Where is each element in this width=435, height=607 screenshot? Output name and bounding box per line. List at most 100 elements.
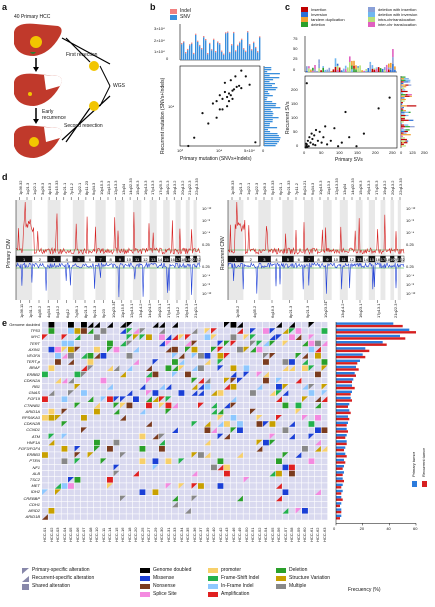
oncoplot-cell: [269, 427, 276, 433]
alteration-mark: [139, 446, 146, 452]
alteration-mark: [87, 359, 94, 365]
alteration-mark: [74, 452, 81, 458]
oncoplot-cell: [126, 365, 133, 371]
scatter-point: [337, 145, 340, 148]
oncoplot-cell: [302, 402, 308, 409]
legend-swatch: [301, 17, 308, 22]
band-label: 4q34.3: [46, 305, 52, 318]
sv-bar: [344, 65, 347, 69]
oncoplot-cell: [250, 470, 256, 477]
oncoplot-cell: [217, 477, 224, 483]
oncoplot-cell: [152, 427, 159, 433]
oncoplot-cell: [191, 495, 198, 502]
sv-bar: [405, 94, 408, 96]
oncoplot-cell: [243, 433, 250, 440]
oncoplot-cell: [87, 365, 94, 371]
oncoplot-cell: [139, 359, 146, 365]
indel-bar: [191, 42, 193, 44]
frequency-bars: [335, 322, 417, 526]
oncoplot-cell: [237, 489, 243, 495]
sv-bar: [405, 114, 409, 117]
oncoplot-cell: [107, 427, 113, 433]
oncoplot-cell: [165, 464, 172, 471]
oncoplot-cell: [48, 458, 55, 464]
oncoplot-cell: [230, 508, 237, 514]
sv-bar: [401, 94, 406, 96]
oncoplot-cell: [113, 340, 120, 347]
oncoplot-cell: [100, 427, 107, 433]
oncoplot-cell: [146, 322, 152, 328]
alteration-mark: [308, 322, 315, 328]
oncoplot-cell: [256, 328, 263, 334]
oncoplot-cell: [120, 365, 126, 371]
oncoplot-cell: [230, 396, 237, 402]
alteration-mark: [94, 446, 100, 452]
oncoplot-cell: [152, 415, 159, 421]
oncoplot-cell: [191, 415, 198, 421]
alteration-mark: [211, 408, 217, 415]
oncoplot-cell: [217, 514, 224, 520]
oncoplot-cell: [107, 334, 113, 340]
oncoplot-cell: [159, 489, 165, 495]
oncoplot-cell: [120, 402, 126, 409]
alteration-mark: [308, 390, 315, 396]
oncoplot-cell: [321, 353, 328, 359]
sv-bar: [401, 116, 406, 118]
chromosome-number: 20: [394, 257, 399, 262]
oncoplot-cell: [48, 377, 55, 384]
oncoplot-cell: [74, 359, 81, 365]
oncoplot-cell: [185, 439, 191, 446]
legend-item: Inversion: [301, 12, 366, 17]
oncoplot-cell: [230, 402, 237, 409]
alteration-mark: [302, 446, 308, 452]
oncoplot-cell: [81, 514, 87, 520]
oncoplot-cell: [139, 470, 146, 477]
oncoplot-cell: [146, 458, 152, 464]
type-legend-swatch: [208, 576, 218, 581]
sample-label: HCC-49: [237, 527, 242, 543]
oncoplot-cell: [55, 384, 61, 390]
gene-label: CREBBP: [23, 495, 40, 501]
alteration-mark: [68, 322, 74, 328]
oncoplot-cell: [165, 340, 172, 347]
amp-tick: 10⁻⁴: [406, 230, 415, 235]
oncoplot-cell: [159, 495, 165, 502]
del-tick: 10⁻¹²: [202, 291, 212, 296]
oncoplot-cell: [100, 446, 107, 452]
oncoplot-cell: [74, 489, 81, 495]
oncoplot-cell: [61, 439, 68, 446]
alteration-mark: [74, 334, 81, 340]
oncoplot-cell: [321, 483, 328, 489]
oncoplot-cell: [243, 408, 250, 415]
sample-label: HCC-63: [321, 527, 327, 543]
sv-bar: [371, 68, 374, 72]
oncoplot-cell: [198, 340, 204, 347]
oncoplot-cell: [250, 396, 256, 402]
c-x-tick: 150: [354, 150, 361, 155]
b-top-tick: 1×10⁴: [154, 49, 165, 54]
sv-bar: [365, 70, 367, 72]
oncoplot-cell: [74, 427, 81, 433]
oncoplot-cell: [100, 464, 107, 471]
oncoplot-cell: [42, 501, 48, 508]
indel-bar: [203, 36, 205, 38]
sv-bar: [357, 67, 359, 72]
oncoplot-cell: [126, 477, 133, 483]
oncoplot-cell: [87, 408, 94, 415]
oncoplot-cell: [107, 489, 113, 495]
oncoplot-cell: [126, 464, 133, 471]
oncoplot-cell: [282, 477, 289, 483]
oncoplot-cell: [289, 390, 295, 396]
alteration-mark: [139, 458, 146, 464]
oncoplot-cell: [198, 433, 204, 440]
sv-bar: [312, 70, 314, 72]
oncoplot-cell: [243, 396, 250, 402]
sv-bar: [401, 142, 403, 144]
primary-bar: [336, 334, 400, 338]
oncoplot-cell: [237, 501, 243, 508]
oncoplot-cell: [276, 464, 282, 471]
alteration-mark: [48, 346, 55, 353]
alteration-mark: [178, 390, 185, 396]
sv-bar: [306, 66, 308, 71]
